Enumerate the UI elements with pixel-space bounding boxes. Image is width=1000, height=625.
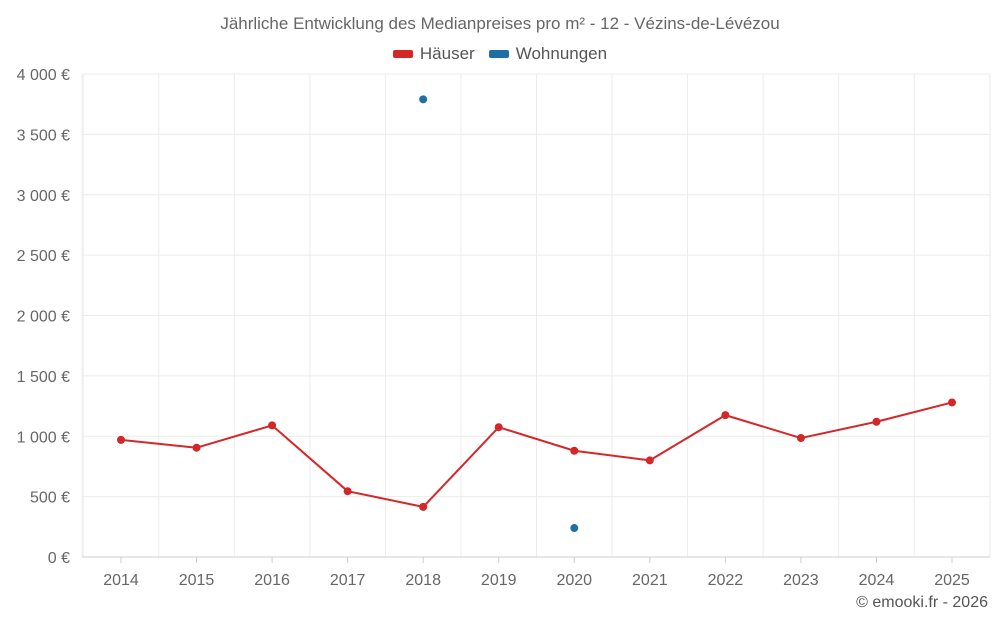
x-tick-label: 2015 xyxy=(179,572,215,589)
y-tick-label: 4 000 € xyxy=(17,67,70,84)
data-point-wohnungen[interactable] xyxy=(570,524,579,533)
x-tick-label: 2019 xyxy=(481,572,517,589)
series-line-haeuser xyxy=(800,420,877,440)
x-tick-label: 2021 xyxy=(632,572,668,589)
series-line-haeuser xyxy=(649,414,726,462)
data-point-haeuser[interactable] xyxy=(419,502,428,511)
data-point-wohnungen[interactable] xyxy=(419,95,428,104)
y-tick-label: 3 000 € xyxy=(17,188,70,205)
y-tick-label: 1 000 € xyxy=(17,429,70,446)
legend-item-haeuser[interactable]: Häuser xyxy=(392,44,475,64)
data-point-haeuser[interactable] xyxy=(192,443,201,452)
x-tick-label: 2025 xyxy=(934,572,970,589)
y-tick-label: 1 500 € xyxy=(17,369,70,386)
y-tick-label: 2 000 € xyxy=(17,309,70,326)
data-point-haeuser[interactable] xyxy=(948,398,956,407)
legend-label-haeuser: Häuser xyxy=(419,44,475,63)
x-tick-label: 2018 xyxy=(405,572,441,589)
series-line-haeuser xyxy=(876,401,953,423)
legend-item-wohnungen[interactable]: Wohnungen xyxy=(488,44,608,64)
data-point-haeuser[interactable] xyxy=(268,421,277,430)
data-point-haeuser[interactable] xyxy=(796,434,805,443)
series-line-haeuser xyxy=(347,490,424,508)
series-line-haeuser xyxy=(574,449,650,462)
legend-label-wohnungen: Wohnungen xyxy=(515,44,608,63)
data-point-haeuser[interactable] xyxy=(645,456,654,465)
series-line-haeuser xyxy=(120,438,197,449)
x-tick-label: 2014 xyxy=(103,572,139,589)
x-tick-label: 2022 xyxy=(708,572,744,589)
x-tick-label: 2023 xyxy=(783,572,819,589)
data-point-haeuser[interactable] xyxy=(721,411,730,420)
series-line-haeuser xyxy=(498,426,575,452)
data-point-haeuser[interactable] xyxy=(872,417,881,426)
data-point-haeuser[interactable] xyxy=(343,487,352,496)
chart-title: Jährliche Entwicklung des Medianpreises … xyxy=(220,14,780,33)
data-point-haeuser[interactable] xyxy=(117,435,125,444)
x-tick-label: 2017 xyxy=(330,572,366,589)
y-tick-label: 500 € xyxy=(30,490,70,507)
x-tick-label: 2020 xyxy=(556,572,592,589)
series-line-haeuser xyxy=(271,424,349,492)
legend-swatch-haeuser xyxy=(392,50,413,58)
x-tick-label: 2016 xyxy=(254,572,290,589)
series-line-haeuser xyxy=(725,414,802,440)
credit-text: © emooki.fr - 2026 xyxy=(856,594,988,611)
y-tick-label: 2 500 € xyxy=(17,248,70,265)
y-tick-label: 3 500 € xyxy=(17,127,70,144)
data-point-haeuser[interactable] xyxy=(494,423,503,432)
legend-swatch-wohnungen xyxy=(488,50,509,58)
series-line-haeuser xyxy=(422,426,500,508)
data-point-haeuser[interactable] xyxy=(570,446,579,455)
series-line-haeuser xyxy=(196,424,273,449)
y-tick-label: 0 € xyxy=(48,550,70,567)
x-tick-label: 2024 xyxy=(859,572,895,589)
chart-legend: Häuser Wohnungen xyxy=(0,44,1000,64)
